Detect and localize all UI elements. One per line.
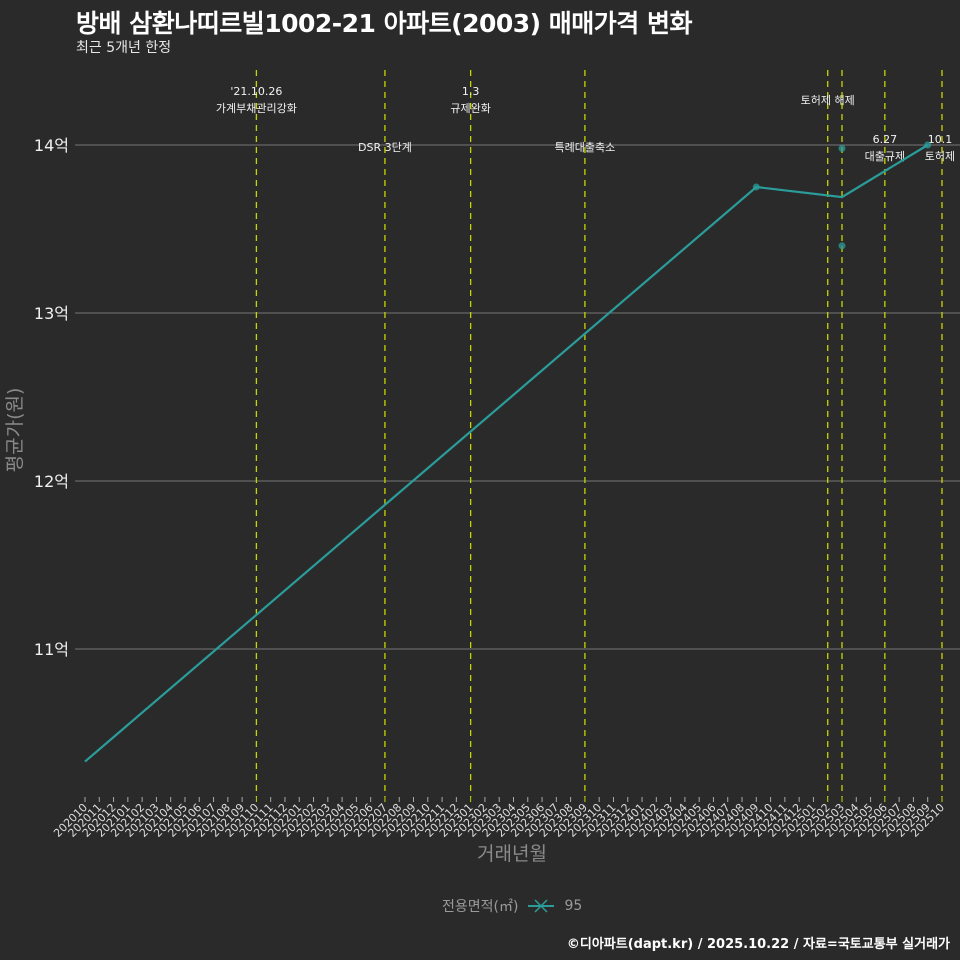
event-annotation: 규제완화: [450, 102, 490, 115]
x-axis-ticks: 2020102020112020122021012021022021032021…: [51, 797, 947, 840]
y-tick-label: 12억: [34, 472, 69, 491]
legend: 전용면적(㎡) 95: [442, 896, 582, 916]
event-annotation: 10.1: [928, 133, 953, 146]
event-annotation: '21.10.26: [230, 85, 282, 98]
legend-line-point-icon: [526, 898, 556, 914]
y-axis-ticks: 11억 12억 13억 14억: [34, 136, 69, 659]
event-annotation: 토허제: [925, 150, 955, 163]
x-axis-title: 거래년월: [477, 843, 547, 865]
y-tick-label: 11억: [34, 640, 69, 659]
series-line: [84, 144, 929, 763]
event-annotation: DSR 3단계: [358, 141, 412, 154]
data-point: [838, 144, 846, 152]
data-point: [752, 183, 760, 191]
y-gridlines: [75, 144, 960, 650]
event-annotation: 6.27: [873, 133, 898, 146]
data-point: [924, 141, 932, 149]
y-axis-title: 평균가(원): [4, 388, 26, 473]
event-annotation: 대출규제: [865, 150, 905, 163]
y-tick-label: 13억: [34, 304, 69, 323]
data-point: [838, 242, 846, 250]
event-annotation: 토허제 해제: [801, 93, 855, 107]
event-annotation: 특례대출축소: [555, 141, 616, 154]
chart-title: 방배 삼환나띠르빌1002-21 아파트(2003) 매매가격 변화: [76, 9, 693, 38]
source-caption: ©디아파트(dapt.kr) / 2025.10.22 / 자료=국토교통부 실…: [566, 937, 950, 952]
chart-subtitle: 최근 5개년 한정: [76, 40, 172, 56]
event-annotation: 가계부채관리강화: [216, 102, 297, 115]
event-annotation: 1.3: [462, 85, 480, 98]
legend-title: 전용면적(㎡): [442, 899, 519, 915]
price-series: [84, 141, 932, 763]
legend-label: 95: [564, 898, 583, 914]
y-tick-label: 14억: [34, 136, 69, 155]
